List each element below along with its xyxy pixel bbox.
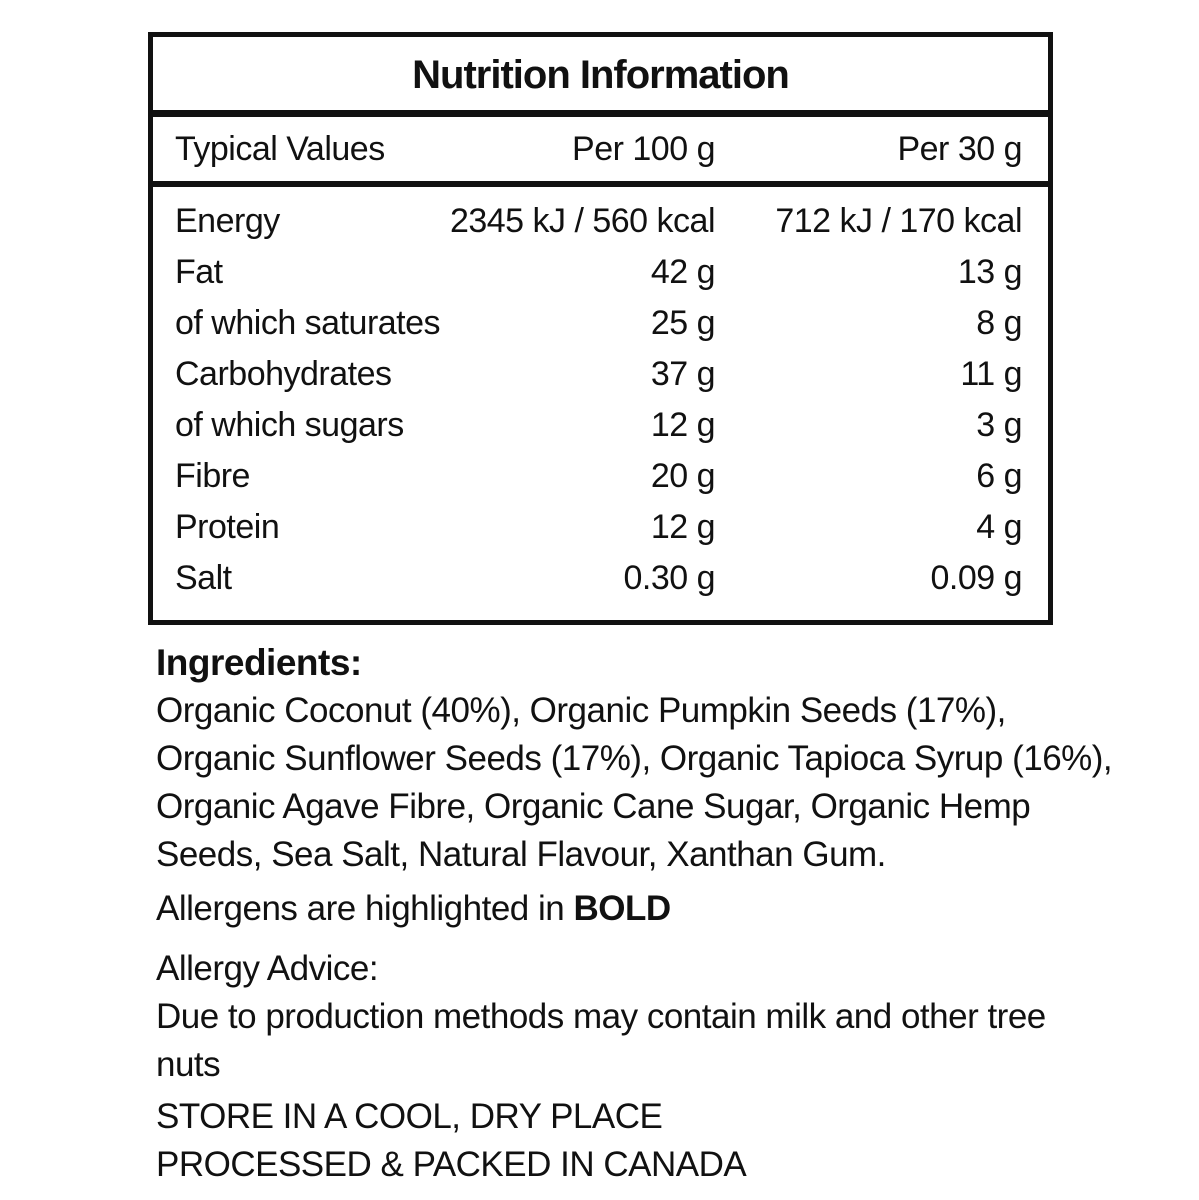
label-text-section: Ingredients: Organic Coconut (40%), Orga… bbox=[156, 639, 1113, 1189]
ingredients-line: Seeds, Sea Salt, Natural Flavour, Xantha… bbox=[156, 835, 886, 874]
table-row-protein: Protein 12 g 4 g bbox=[153, 502, 1048, 553]
table-row-salt: Salt 0.30 g 0.09 g bbox=[153, 553, 1048, 604]
per-30g-value: 712 kJ / 170 kcal bbox=[775, 202, 1022, 240]
per-30g-value: 4 g bbox=[976, 508, 1022, 546]
per-30g-value: 3 g bbox=[976, 406, 1022, 444]
per-100g-value: 2345 kJ / 560 kcal bbox=[449, 202, 716, 240]
ingredients-line: Organic Agave Fibre, Organic Cane Sugar,… bbox=[156, 787, 1031, 826]
table-row-fibre: Fibre 20 g 6 g bbox=[153, 451, 1048, 502]
nutrient-label: Salt bbox=[175, 559, 232, 597]
per-30g-value: 11 g bbox=[960, 355, 1022, 393]
storage-block: STORE IN A COOL, DRY PLACE PROCESSED & P… bbox=[156, 1093, 1106, 1189]
table-row-fat: Fat 42 g 13 g bbox=[153, 247, 1048, 298]
table-row-saturates: of which saturates 25 g 8 g bbox=[153, 298, 1048, 349]
per-100g-value: 12 g bbox=[650, 508, 716, 546]
per-30g-value: 0.09 g bbox=[930, 559, 1022, 597]
nutrition-table: Nutrition Information Typical Values Per… bbox=[148, 32, 1053, 625]
ingredients-line: Organic Sunflower Seeds (17%), Organic T… bbox=[156, 739, 1113, 778]
allergy-advice-line: Due to production methods may contain mi… bbox=[156, 997, 1046, 1036]
per-100g-value: 12 g bbox=[650, 406, 716, 444]
nutrient-label: Fat bbox=[175, 253, 223, 291]
allergens-note: Allergens are highlighted in BOLD bbox=[156, 885, 1106, 933]
nutrient-label: Protein bbox=[175, 508, 280, 546]
column-typical-values: Typical Values bbox=[175, 130, 385, 168]
per-100g-value: 37 g bbox=[650, 355, 716, 393]
per-100g-value: 42 g bbox=[650, 253, 716, 291]
ingredients-heading: Ingredients: bbox=[156, 642, 362, 683]
nutrient-label: Carbohydrates bbox=[175, 355, 392, 393]
per-100g-value: 25 g bbox=[650, 304, 716, 342]
table-title: Nutrition Information bbox=[153, 37, 1048, 117]
per-30g-value: 8 g bbox=[976, 304, 1022, 342]
nutrient-label: Fibre bbox=[175, 457, 250, 495]
allergens-note-text: Allergens are highlighted in bbox=[156, 889, 574, 928]
per-100g-value: 0.30 g bbox=[623, 559, 715, 597]
per-30g-value: 13 g bbox=[957, 253, 1023, 291]
column-per-30g: Per 30 g bbox=[897, 130, 1022, 168]
allergy-advice-line: nuts bbox=[156, 1045, 221, 1084]
nutrient-label: of which sugars bbox=[175, 406, 404, 444]
table-row-sugars: of which sugars 12 g 3 g bbox=[153, 400, 1048, 451]
table-row-energy: Energy 2345 kJ / 560 kcal 712 kJ / 170 k… bbox=[153, 196, 1048, 247]
ingredients-line: Organic Coconut (40%), Organic Pumpkin S… bbox=[156, 691, 1006, 730]
per-100g-value: 20 g bbox=[650, 457, 716, 495]
allergy-advice-heading: Allergy Advice: bbox=[156, 949, 379, 988]
nutrient-label: Energy bbox=[175, 202, 280, 240]
column-per-100g: Per 100 g bbox=[572, 130, 715, 168]
nutrient-label: of which saturates bbox=[175, 304, 441, 342]
allergens-bold-word: BOLD bbox=[573, 889, 671, 928]
per-30g-value: 6 g bbox=[976, 457, 1022, 495]
packed-line: PROCESSED & PACKED IN CANADA bbox=[156, 1145, 747, 1184]
column-header-row: Typical Values Per 100 g Per 30 g bbox=[153, 117, 1048, 187]
allergy-advice-block: Allergy Advice: Due to production method… bbox=[156, 945, 1106, 1089]
storage-line: STORE IN A COOL, DRY PLACE bbox=[156, 1097, 663, 1136]
table-body: Energy 2345 kJ / 560 kcal 712 kJ / 170 k… bbox=[153, 187, 1048, 604]
table-row-carbohydrates: Carbohydrates 37 g 11 g bbox=[153, 349, 1048, 400]
